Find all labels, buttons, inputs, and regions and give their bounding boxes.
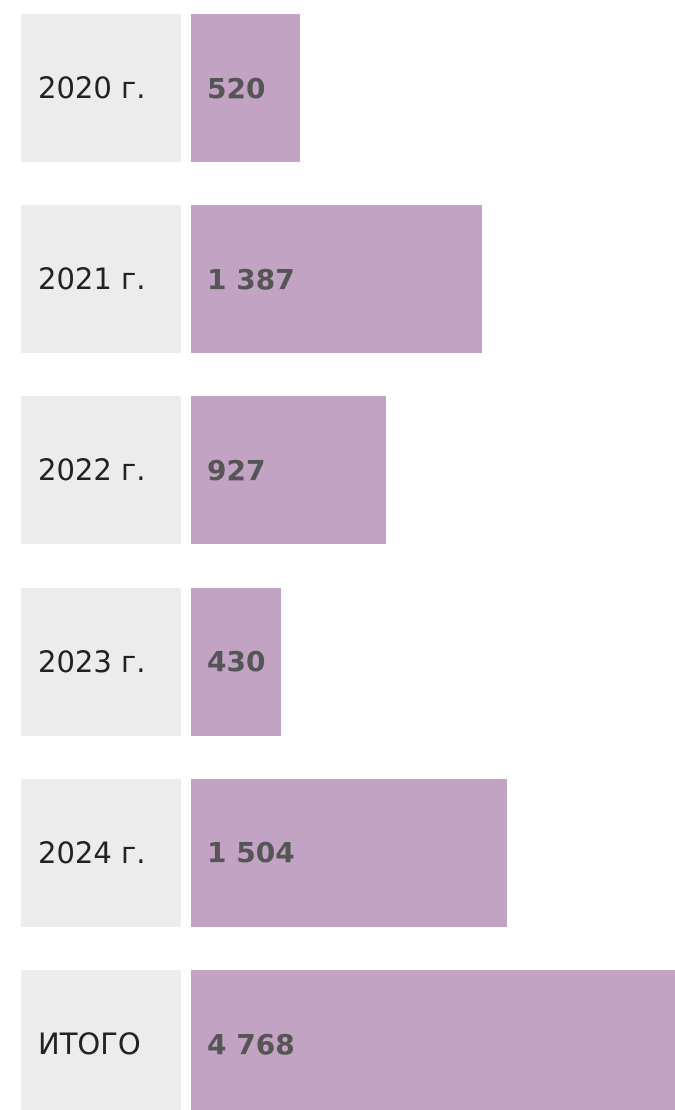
bar <box>191 778 507 927</box>
value-label: 430 <box>207 645 266 679</box>
category-label: 2024 г. <box>21 778 181 927</box>
bar <box>191 14 301 162</box>
value-label: 1 504 <box>207 836 295 870</box>
value-label: 520 <box>207 71 266 105</box>
bar <box>191 396 386 545</box>
bar-row: 2021 г. 1 387 <box>0 205 675 354</box>
category-label: 2020 г. <box>21 14 181 162</box>
bar-row: 2020 г. 520 <box>0 14 675 162</box>
category-label: 2023 г. <box>21 587 181 736</box>
category-label: 2021 г. <box>21 205 181 354</box>
category-label: ИТОГО <box>21 970 181 1110</box>
bar <box>191 587 282 736</box>
value-label: 927 <box>207 453 266 487</box>
bar <box>191 205 483 354</box>
bar-row: 2023 г. 430 <box>0 587 675 736</box>
bar <box>191 970 675 1110</box>
category-label: 2022 г. <box>21 396 181 545</box>
value-label: 4 768 <box>207 1027 295 1061</box>
value-label: 1 387 <box>207 262 295 296</box>
bar-row: 2022 г. 927 <box>0 396 675 545</box>
bar-row: ИТОГО 4 768 <box>0 970 675 1110</box>
bar-row: 2024 г. 1 504 <box>0 778 675 927</box>
